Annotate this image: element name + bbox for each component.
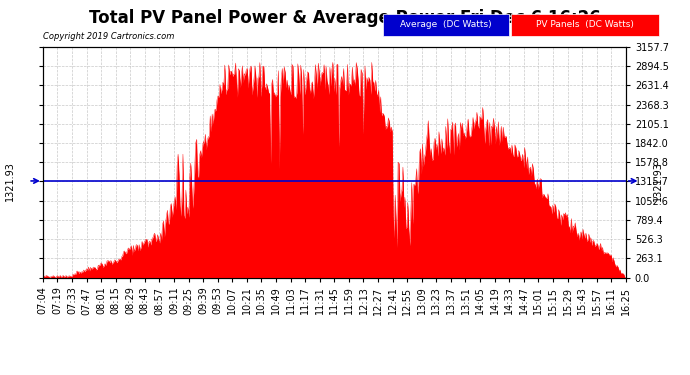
Text: Total PV Panel Power & Average Power Fri Dec 6 16:26: Total PV Panel Power & Average Power Fri… <box>89 9 601 27</box>
Text: 1321.93: 1321.93 <box>653 161 663 201</box>
Text: 1321.93: 1321.93 <box>5 161 14 201</box>
Text: PV Panels  (DC Watts): PV Panels (DC Watts) <box>536 20 633 29</box>
Text: Copyright 2019 Cartronics.com: Copyright 2019 Cartronics.com <box>43 32 174 41</box>
Text: Average  (DC Watts): Average (DC Watts) <box>400 20 492 29</box>
